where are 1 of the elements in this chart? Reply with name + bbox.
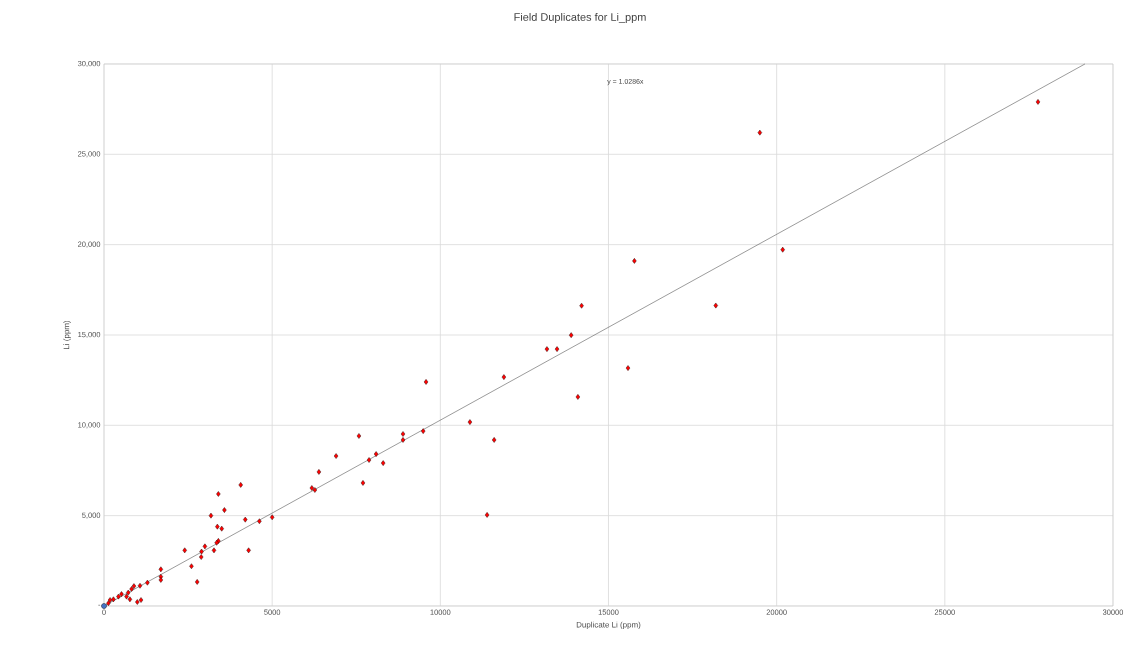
- chart-title: Field Duplicates for Li_ppm: [514, 12, 646, 24]
